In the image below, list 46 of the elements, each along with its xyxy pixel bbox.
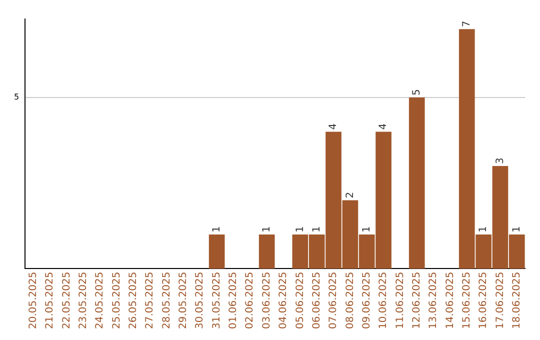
x-tick-label: 04.06.2025 <box>278 272 290 330</box>
data-label: 1 <box>478 226 490 233</box>
x-tick-label: 27.05.2025 <box>144 272 156 330</box>
x-tick-label: 20.05.2025 <box>28 272 40 330</box>
x-tick-label: 13.06.2025 <box>428 272 440 330</box>
x-tick-label: 26.05.2025 <box>128 272 140 330</box>
x-tick-label: 18.06.2025 <box>511 272 522 330</box>
data-label: 1 <box>211 226 222 233</box>
x-tick-label: 06.06.2025 <box>311 272 322 330</box>
x-tick-label: 30.05.2025 <box>194 272 206 330</box>
data-label: 5 <box>411 89 422 96</box>
x-tick-label: 21.05.2025 <box>44 272 56 330</box>
data-label: 3 <box>494 158 506 164</box>
x-tick-label: 24.05.2025 <box>94 272 106 330</box>
data-label: 2 <box>344 192 356 198</box>
x-tick-label: 28.05.2025 <box>161 272 172 330</box>
x-tick-label: 01.06.2025 <box>228 272 240 330</box>
x-tick-label: 14.06.2025 <box>444 272 456 330</box>
data-label: 1 <box>311 226 322 233</box>
data-label: 4 <box>378 123 390 130</box>
x-tick-label: 08.06.2025 <box>344 272 356 330</box>
x-tick-label: 03.06.2025 <box>261 272 272 330</box>
data-label: 4 <box>328 123 340 130</box>
x-tick-label: 25.05.2025 <box>111 272 122 330</box>
x-tick-label: 02.06.2025 <box>244 272 256 330</box>
x-tick-label: 23.05.2025 <box>78 272 90 330</box>
x-tick-label: 05.06.2025 <box>294 272 306 330</box>
x-tick-label: 31.05.2025 <box>211 272 222 330</box>
x-tick-label: 29.05.2025 <box>178 272 190 330</box>
bar <box>258 234 275 269</box>
x-tick-label: 12.06.2025 <box>411 272 422 330</box>
x-tick-label: 15.06.2025 <box>461 272 472 330</box>
x-tick-label: 07.06.2025 <box>328 272 340 330</box>
x-tick-label: 17.06.2025 <box>494 272 506 330</box>
data-label: 1 <box>511 226 522 233</box>
x-tick-label: 09.06.2025 <box>361 272 372 330</box>
bar <box>408 98 425 269</box>
x-tick-label: 10.06.2025 <box>378 272 390 330</box>
bar <box>208 234 225 269</box>
x-tick-label: 11.06.2025 <box>394 272 406 330</box>
x-tick-label: 16.06.2025 <box>478 272 490 330</box>
x-tick-label: 22.05.2025 <box>61 272 72 330</box>
data-label: 1 <box>294 226 306 233</box>
data-label: 7 <box>461 20 472 28</box>
data-label: 1 <box>361 226 372 233</box>
data-label: 1 <box>261 226 272 233</box>
